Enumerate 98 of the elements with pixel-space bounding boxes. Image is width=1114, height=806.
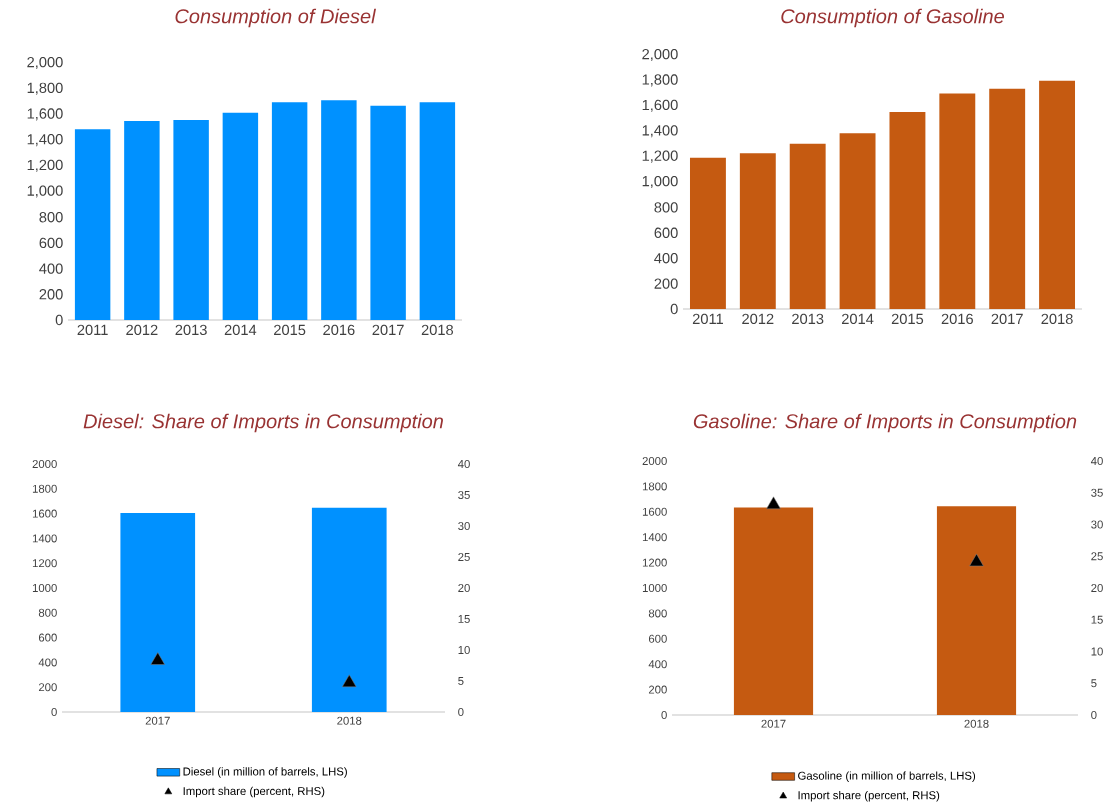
x-tick-label: 2013 [175,324,207,335]
y-tick-label: 1000 [32,583,57,592]
y2-tick-label: 25 [458,552,470,561]
x-tick-label: 2012 [126,324,158,335]
y2-tick-label: 20 [1091,583,1103,592]
y-tick-label: 600 [38,633,57,642]
y2-tick-label: 30 [1091,520,1103,529]
y-tick-label: 1,800 [27,82,63,95]
x-tick-label: 2015 [891,313,924,324]
y2-tick-label: 5 [458,676,464,685]
y2-tick-label: 10 [458,645,470,654]
y-tick-label: 600 [39,237,63,248]
legend-label: Import share (percent, RHS) [183,786,325,798]
x-tick-label: 2018 [964,719,989,728]
y2-tick-label: 15 [1091,615,1103,624]
y-tick-label: 800 [38,608,57,617]
y2-tick-label: 40 [457,459,470,468]
y-tick-label: 600 [648,634,667,643]
y-tick-label: 0 [51,707,57,716]
chart-title: Consumption of Diesel [175,8,377,28]
y2-tick-label: 5 [1091,679,1097,687]
y2-tick-label: 0 [458,707,464,716]
x-tick-label: 2017 [761,719,786,728]
y-tick-label: 2,000 [27,56,63,69]
x-tick-label: 2018 [421,324,454,335]
y-tick-label: 1,600 [642,99,678,112]
y-tick-label: 1400 [32,534,57,543]
x-tick-label: 2012 [742,313,774,324]
x-tick-label: 2017 [991,313,1023,324]
legend-label: Gasoline (in million of barrels, LHS) [798,771,976,782]
y-tick-label: 0 [670,303,678,314]
y-tick-label: 600 [654,227,678,238]
chart-title: Gasoline: Share of Imports in Consumption [693,413,1077,433]
y-tick-label: 2000 [32,459,57,468]
y2-tick-label: 25 [1091,552,1103,561]
x-tick-label: 2015 [274,324,306,335]
bar [1039,80,1076,309]
x-tick-label: 2016 [323,324,355,335]
x-tick-label: 2017 [145,716,170,725]
y-tick-label: 1,000 [642,175,678,188]
x-tick-label: 2013 [792,313,824,324]
y-tick-label: 0 [55,314,63,325]
y-tick-label: 1,200 [642,150,678,163]
y-tick-label: 1,600 [27,108,63,121]
bar [939,93,976,309]
x-tick-label: 2014 [841,313,874,324]
y-tick-label: 800 [654,201,678,213]
bar [989,88,1026,309]
bar [689,157,726,309]
y-tick-label: 1,200 [27,159,63,172]
y-tick-label: 1800 [642,482,667,491]
y-tick-label: 400 [38,658,57,667]
y-tick-label: 1000 [642,583,667,592]
y-tick-label: 2000 [642,456,667,465]
y2-tick-label: 40 [1090,456,1103,465]
y-tick-label: 1600 [32,509,57,518]
x-tick-label: 2011 [692,313,723,324]
y2-tick-label: 20 [458,583,470,592]
y-tick-label: 400 [654,252,678,264]
y-tick-label: 1,400 [27,133,63,146]
x-tick-label: 2017 [372,324,404,335]
y-tick-label: 1800 [32,484,57,493]
y2-tick-label: 30 [458,521,470,530]
y-tick-label: 1,400 [642,124,678,138]
y2-tick-label: 35 [458,490,470,499]
y-tick-label: 2,000 [642,48,678,61]
y2-tick-label: 10 [1091,647,1103,656]
bar [789,143,826,309]
y-tick-label: 1200 [32,558,57,567]
y2-tick-label: 15 [458,614,470,623]
y-tick-label: 1,800 [642,74,678,87]
chart-title: Consumption of Gasoline [781,8,1004,28]
chart-title: Diesel: Share of Imports in Consumption [83,413,443,433]
y-tick-label: 400 [648,659,667,668]
x-tick-label: 2018 [337,716,362,725]
y2-tick-label: 35 [1091,488,1103,497]
y-tick-label: 800 [648,609,667,618]
y-tick-label: 1600 [642,507,667,516]
y-tick-label: 200 [39,288,63,300]
bar [839,133,876,309]
y-tick-label: 1400 [642,532,667,541]
legend-label: Import share (percent, RHS) [798,790,940,802]
y-tick-label: 200 [648,685,667,694]
y-tick-label: 800 [39,211,63,223]
legend-label: Diesel (in million of barrels, LHS) [183,766,347,778]
x-tick-label: 2011 [77,324,108,335]
x-tick-label: 2016 [941,313,973,324]
y2-tick-label: 0 [1091,710,1097,719]
y-tick-label: 200 [654,278,678,289]
bar [889,111,926,309]
x-tick-label: 2014 [224,324,257,335]
y-tick-label: 1,000 [27,185,63,198]
y-tick-label: 1200 [642,558,667,567]
y-tick-label: 200 [38,682,57,691]
x-tick-label: 2018 [1041,313,1073,324]
y-tick-label: 400 [39,263,63,274]
y-tick-label: 0 [661,710,667,719]
bar [739,152,776,309]
